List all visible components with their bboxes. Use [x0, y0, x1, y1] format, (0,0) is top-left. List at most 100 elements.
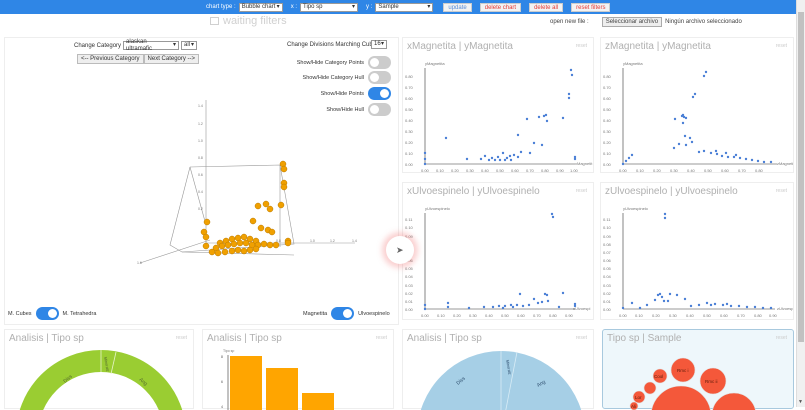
svg-text:Ang: Ang: [138, 377, 149, 387]
pie-chart[interactable]: Diss Mineralz Ang: [403, 330, 595, 410]
svg-text:0.00: 0.00: [421, 168, 430, 172]
toggle-category-points[interactable]: Show/Hide Category Points: [297, 56, 391, 69]
mineral-right-label: Ulvoespinelo: [358, 310, 390, 317]
category-select[interactable]: alaskan ultramafic ▾: [123, 39, 180, 52]
reset-link[interactable]: reset: [775, 335, 787, 341]
mode-toggle-row: M. Cubes M. Tetrahedra: [8, 307, 96, 320]
chevron-down-icon: ▾: [276, 3, 280, 10]
bubble-chart[interactable]: Rmc i Rmc ii Cool Lor Ali: [603, 330, 795, 410]
svg-text:zMagnetit: zMagnetit: [777, 161, 793, 166]
svg-text:0.80: 0.80: [541, 168, 550, 172]
y-axis-select[interactable]: Sample ▾: [375, 2, 434, 12]
scatter-plot[interactable]: yUlvoespinelo zUlvoespi 0.00 0.01 0.02 0.03…: [601, 201, 793, 319]
reset-link[interactable]: reset: [175, 335, 187, 341]
toggle-switch[interactable]: [368, 56, 391, 69]
reset-link[interactable]: reset: [375, 335, 387, 341]
chart-card-pie: Analisis | Tipo sp reset Diss Mineralz A…: [402, 329, 595, 410]
chart-type-select[interactable]: Bubble chart ▾: [238, 2, 283, 12]
svg-text:yMagnetita: yMagnetita: [425, 61, 445, 66]
svg-text:0.30: 0.30: [603, 129, 612, 134]
change-category-label: Change Category: [74, 42, 122, 49]
svg-text:zUlvoespi: zUlvoespi: [777, 306, 793, 311]
scatter-plot[interactable]: yMagnetita xMagnetit 0.00 0.10 0.20 0.30 0.4…: [403, 56, 593, 172]
svg-text:0.60: 0.60: [517, 313, 526, 318]
scatter-plot[interactable]: yUlvoespinelo xUlvoespi 0.00 0.01 0.02 0.03…: [403, 201, 593, 319]
toggle-switch[interactable]: [368, 71, 391, 84]
page-scrollbar[interactable]: ▼: [796, 0, 805, 407]
toggle-hull[interactable]: Show/Hide Hull: [326, 103, 391, 116]
reset-link[interactable]: reset: [775, 188, 787, 194]
chart-title: Analisis | Tipo sp: [9, 333, 84, 344]
reset-link[interactable]: reset: [575, 335, 587, 341]
category-filter-select[interactable]: all ▾: [181, 41, 198, 50]
bar-chart[interactable]: Tipo sp 8 6 4: [203, 330, 395, 410]
choose-file-button[interactable]: Seleccionar archivo: [601, 17, 663, 27]
svg-text:1.6: 1.6: [137, 261, 142, 265]
svg-text:Rmc ii: Rmc ii: [705, 379, 718, 384]
svg-text:0.30: 0.30: [469, 313, 478, 318]
delete-chart-button[interactable]: delete chart: [479, 2, 522, 12]
chart-title: zMagnetita | yMagnetita: [605, 41, 711, 52]
svg-text:0.11: 0.11: [405, 217, 413, 222]
svg-text:1.2: 1.2: [198, 122, 203, 126]
chart-card-bar: Analisis | Tipo sp reset Tipo sp 8 6 4: [202, 329, 395, 410]
svg-text:0.6: 0.6: [198, 173, 203, 177]
chart-card-zulvoespinelo: zUlvoespinelo | yUlvoespinelo reset yUlv…: [600, 182, 794, 320]
toggle-switch[interactable]: [368, 87, 391, 100]
cursor-highlight: ➤: [386, 236, 414, 264]
donut-chart[interactable]: Diss Mineralz Ang: [5, 330, 195, 410]
svg-text:0.90: 0.90: [565, 313, 574, 318]
scatter-plot[interactable]: yMagnetita zMagnetit 0.00 0.10 0.20 0.30 0.4…: [601, 56, 793, 172]
svg-text:0.70: 0.70: [533, 313, 542, 318]
svg-text:0.08: 0.08: [603, 242, 612, 247]
open-file-label: open new file :: [550, 19, 589, 25]
chart-card-bubble: Tipo sp | Sample reset Rmc i Rmc ii Cool…: [602, 329, 795, 410]
svg-text:0.70: 0.70: [405, 85, 414, 90]
reset-filters-button[interactable]: reset filters: [571, 2, 611, 12]
svg-text:0.60: 0.60: [603, 96, 612, 101]
svg-text:xUlvoespi: xUlvoespi: [573, 306, 590, 311]
toggle-category-hull[interactable]: Show/Hide Category Hull: [303, 71, 391, 84]
svg-text:0.20: 0.20: [653, 168, 662, 172]
svg-text:0.70: 0.70: [603, 85, 612, 90]
chart-title: xMagnetita | yMagnetita: [407, 41, 513, 52]
delete-all-button[interactable]: delete all: [529, 2, 564, 12]
mode-toggle[interactable]: [35, 307, 59, 320]
toggle-points[interactable]: Show/Hide Points: [321, 87, 391, 100]
reset-link[interactable]: reset: [575, 188, 587, 194]
svg-text:1.00: 1.00: [570, 168, 579, 172]
previous-category-button[interactable]: <-- Previous Category: [77, 54, 144, 64]
svg-text:0.03: 0.03: [405, 283, 414, 288]
mineral-toggle[interactable]: [331, 307, 355, 320]
toggle-switch[interactable]: [368, 103, 391, 116]
x-axis-select[interactable]: Tipo sp ▾: [300, 2, 359, 12]
reset-link[interactable]: reset: [775, 43, 787, 49]
svg-text:1.0: 1.0: [310, 239, 315, 243]
chart-card-donut: Analisis | Tipo sp reset Diss Mineralz A…: [4, 329, 195, 410]
svg-text:0.02: 0.02: [405, 291, 414, 296]
update-button[interactable]: update: [443, 2, 472, 12]
chart-title: xUlvoespinelo | yUlvoespinelo: [407, 186, 540, 197]
scrollbar-thumb[interactable]: [798, 12, 804, 342]
next-category-button[interactable]: Next Category -->: [143, 54, 200, 64]
3d-scatter-plot[interactable]: 1.4 1.2 1.0 0.8 0.6 0.4 0.2 0.8 1.0 1.2 …: [130, 95, 370, 275]
change-category-row: Change Category alaskan ultramafic ▾ all ▾: [74, 39, 198, 52]
svg-text:0.60: 0.60: [721, 168, 730, 172]
svg-text:Diss: Diss: [455, 375, 467, 386]
reset-link[interactable]: reset: [575, 43, 587, 49]
mode-left-label: M. Cubes: [8, 310, 32, 317]
svg-text:0.10: 0.10: [437, 313, 446, 318]
svg-text:0.30: 0.30: [405, 129, 414, 134]
svg-text:0.10: 0.10: [603, 225, 612, 230]
svg-text:0.40: 0.40: [405, 118, 414, 123]
svg-text:0.50: 0.50: [496, 168, 505, 172]
divisions-select[interactable]: 16 ▾: [371, 40, 387, 49]
svg-text:yUlvoespinelo: yUlvoespinelo: [623, 206, 649, 211]
svg-text:0.90: 0.90: [556, 168, 565, 172]
svg-text:Cool: Cool: [654, 374, 663, 379]
svg-text:1.0: 1.0: [198, 139, 203, 143]
chevron-down-icon: ▾: [380, 41, 384, 47]
svg-text:0.8: 0.8: [276, 239, 281, 243]
svg-text:0.8: 0.8: [198, 156, 203, 160]
scroll-down-arrow-icon[interactable]: ▼: [798, 399, 803, 405]
